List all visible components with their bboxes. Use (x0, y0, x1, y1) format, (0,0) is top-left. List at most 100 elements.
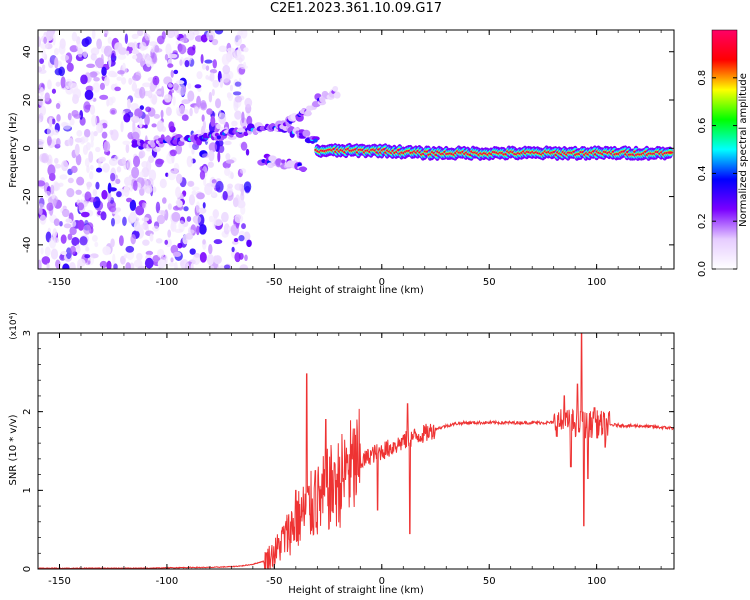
heatmap-cell (191, 186, 200, 191)
heatmap-cell (84, 89, 94, 100)
heatmap-cell (90, 140, 94, 148)
spectrogram-y-tick-label: 40 (22, 45, 33, 58)
heatmap-cell (91, 114, 97, 127)
heatmap-cell (81, 37, 90, 47)
heatmap-cell (175, 40, 180, 46)
heatmap-cell (132, 120, 136, 133)
heatmap-cell (180, 259, 189, 269)
heatmap-cell (101, 66, 107, 76)
heatmap-cell (196, 192, 205, 200)
heatmap-cell (187, 180, 195, 187)
heatmap-cell (243, 47, 249, 53)
heatmap-cell (213, 255, 222, 265)
spectrogram-feature (257, 153, 308, 172)
heatmap-cell (156, 214, 166, 225)
colorbar-tick-label: 0.4 (697, 165, 708, 181)
heatmap-cell (173, 251, 182, 257)
snr-y-label: SNR (10 * v/v) (8, 414, 19, 485)
heatmap-cell (184, 59, 190, 68)
heatmap-cell (155, 158, 165, 165)
heatmap-cell (238, 234, 245, 242)
heatmap-cell (38, 138, 44, 150)
heatmap-cell (238, 252, 244, 260)
heatmap-cell (131, 82, 138, 92)
heatmap-cell (135, 52, 143, 63)
heatmap-cell (209, 72, 215, 82)
heatmap-cell (99, 82, 106, 91)
heatmap-cell (82, 144, 89, 156)
snr-y-tick-label: 3 (22, 330, 33, 336)
heatmap-cell (130, 234, 137, 245)
heatmap-cell (153, 113, 161, 119)
heatmap-cell (298, 166, 308, 172)
heatmap-cell (123, 161, 129, 170)
heatmap-cell (163, 93, 172, 103)
heatmap-cell (125, 262, 131, 269)
heatmap-cell (80, 74, 88, 85)
heatmap-cell (141, 217, 150, 222)
heatmap-cell (133, 220, 141, 232)
heatmap-cell (212, 209, 220, 219)
heatmap-cell (83, 224, 92, 235)
heatmap-cell (231, 246, 235, 253)
heatmap-cell (101, 131, 108, 139)
heatmap-cell (38, 180, 46, 187)
heatmap-cell (162, 197, 167, 204)
heatmap-cell (39, 105, 47, 116)
heatmap-cell (71, 31, 78, 42)
heatmap-cell (108, 158, 118, 166)
heatmap-cell (149, 233, 154, 242)
spectrogram-feature (280, 85, 341, 127)
heatmap-cell (192, 215, 202, 224)
heatmap-cell (51, 88, 57, 94)
heatmap-cell (75, 189, 82, 195)
heatmap-cell (169, 53, 178, 59)
heatmap-cell (106, 98, 110, 107)
heatmap-cell (244, 185, 251, 194)
heatmap-cell (200, 53, 204, 64)
snr-y-tick-label: 0 (22, 566, 33, 572)
heatmap-cell (138, 150, 146, 158)
heatmap-cell (77, 219, 85, 231)
heatmap-cell (145, 250, 154, 256)
heatmap-cell (53, 218, 60, 227)
spectrogram-noise-blobs (38, 30, 253, 269)
heatmap-cell (183, 33, 187, 44)
heatmap-cell (152, 186, 157, 193)
heatmap-cell (268, 155, 277, 162)
heatmap-cell (40, 247, 44, 255)
heatmap-cell (168, 121, 175, 131)
heatmap-cell (667, 151, 674, 154)
colorbar-tick-label: 0.6 (697, 118, 708, 134)
heatmap-cell (76, 176, 85, 186)
heatmap-cell (165, 43, 172, 56)
heatmap-cell (204, 59, 213, 64)
heatmap-cell (90, 130, 95, 143)
heatmap-cell (69, 245, 76, 255)
heatmap-cell (101, 122, 108, 129)
heatmap-cell (120, 121, 124, 133)
heatmap-cell (92, 82, 101, 93)
heatmap-cell (175, 173, 183, 184)
heatmap-cell (151, 94, 158, 105)
heatmap-cell (218, 45, 227, 53)
heatmap-cell (54, 57, 59, 69)
heatmap-cell (44, 246, 51, 257)
heatmap-cell (87, 260, 91, 265)
heatmap-cell (77, 202, 85, 211)
heatmap-cell (195, 129, 203, 135)
heatmap-cell (69, 226, 77, 236)
heatmap-cell (199, 252, 207, 263)
spectrogram-x-tick-label: 50 (483, 277, 496, 288)
heatmap-cell (204, 183, 213, 196)
snr-y-axis: 0 1 2 3 (22, 330, 674, 572)
heatmap-cell (50, 184, 55, 195)
heatmap-cell (138, 171, 144, 178)
heatmap-cell (145, 33, 151, 41)
heatmap-cell (178, 220, 186, 233)
heatmap-cell (167, 229, 172, 238)
heatmap-cell (211, 38, 219, 46)
snr-x-tick-label: 100 (587, 576, 606, 587)
heatmap-cell (84, 191, 92, 202)
heatmap-cell (125, 245, 135, 253)
